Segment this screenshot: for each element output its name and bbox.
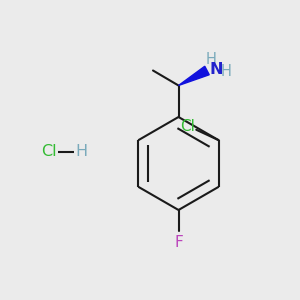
Text: Cl: Cl (41, 144, 57, 159)
Text: H: H (206, 52, 216, 67)
Text: H: H (221, 64, 232, 79)
Text: Cl: Cl (180, 119, 195, 134)
Text: F: F (174, 235, 183, 250)
Polygon shape (178, 66, 209, 85)
Text: H: H (75, 144, 87, 159)
Text: N: N (209, 62, 223, 77)
